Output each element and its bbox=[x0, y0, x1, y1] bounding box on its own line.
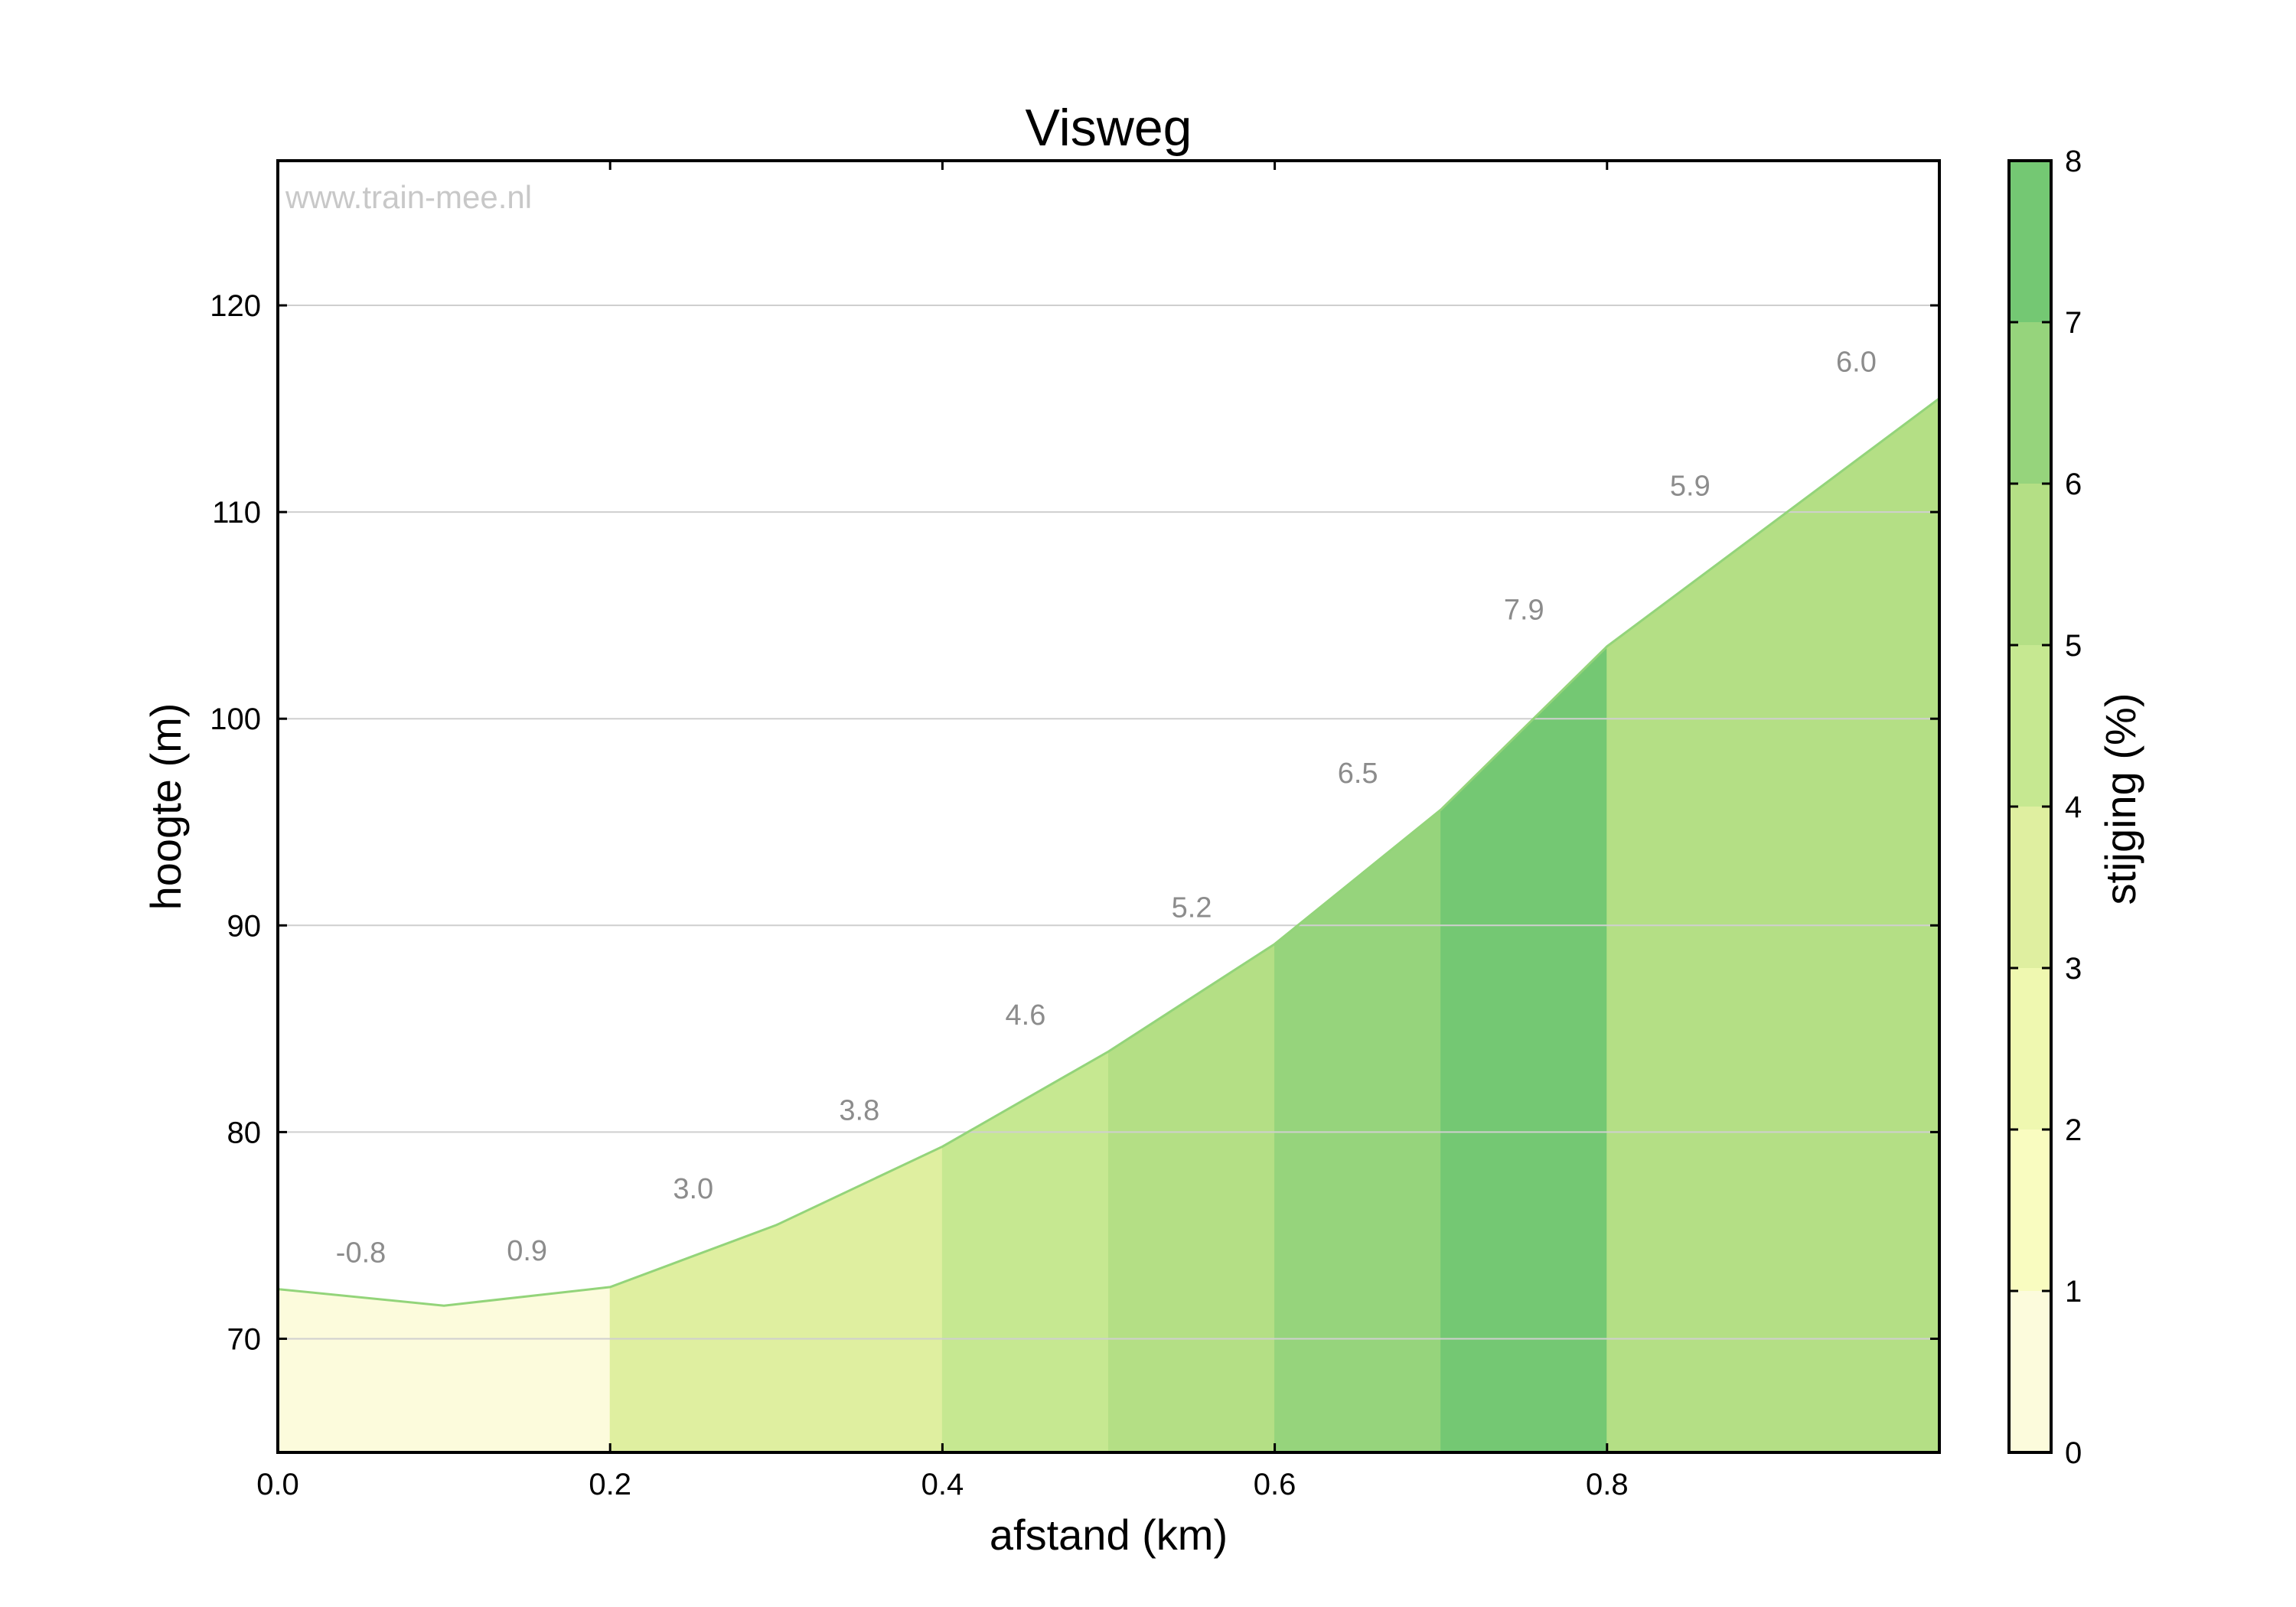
colorbar-tick-label: 3 bbox=[2065, 952, 2082, 986]
x-tick-label: 0.0 bbox=[256, 1468, 299, 1501]
x-tick-label: 0.6 bbox=[1254, 1468, 1296, 1501]
grade-fill-bands bbox=[277, 397, 1940, 1453]
grade-label: 5.9 bbox=[1670, 471, 1711, 503]
colorbar-swatch bbox=[2009, 161, 2051, 322]
grade-band bbox=[1440, 645, 1608, 1453]
colorbar-tick-label: 5 bbox=[2065, 629, 2082, 663]
x-tick-label: 0.8 bbox=[1586, 1468, 1629, 1501]
plot-frame bbox=[276, 159, 1941, 1454]
chart-title: Visweg bbox=[1026, 99, 1192, 157]
colorbar-swatch bbox=[2009, 645, 2051, 807]
colorbar-swatch bbox=[2009, 322, 2051, 484]
colorbar-swatch bbox=[2009, 807, 2051, 968]
elevation-profile bbox=[277, 397, 1940, 1307]
grade-label: 5.2 bbox=[1172, 892, 1212, 924]
y-tick-label: 70 bbox=[227, 1322, 262, 1356]
grade-labels: -0.8 0.9 3.0 3.8 4.6 5.2 6.5 7.9 5.9 6.0 bbox=[336, 347, 1877, 1270]
colorbar-swatch bbox=[2009, 1291, 2051, 1452]
y-tick-label: 100 bbox=[210, 702, 261, 736]
colorbar-swatch bbox=[2009, 484, 2051, 645]
colorbar-tick-label: 7 bbox=[2065, 306, 2082, 340]
grade-label: 3.0 bbox=[673, 1173, 713, 1205]
grade-label: 6.0 bbox=[1836, 347, 1877, 379]
y-axis-ticks: 70 80 90 100 110 120 bbox=[210, 289, 1939, 1356]
grade-label: 3.8 bbox=[839, 1094, 879, 1126]
grade-label: 7.9 bbox=[1504, 595, 1544, 627]
colorbar-swatch bbox=[2009, 968, 2051, 1129]
colorbar-label: stijging (%) bbox=[2096, 693, 2144, 905]
grade-band bbox=[277, 1286, 611, 1453]
grade-label: 0.9 bbox=[507, 1235, 547, 1267]
x-axis-ticks: 0.0 0.2 0.4 0.6 0.8 bbox=[256, 161, 1629, 1501]
x-axis-label: afstand (km) bbox=[990, 1511, 1228, 1559]
grade-band bbox=[609, 1146, 943, 1453]
colorbar-tick-label: 0 bbox=[2065, 1436, 2082, 1470]
watermark-text: www.train-mee.nl bbox=[285, 179, 532, 215]
y-tick-label: 80 bbox=[227, 1116, 262, 1149]
grade-band bbox=[941, 1051, 1109, 1453]
grade-label: 6.5 bbox=[1338, 758, 1378, 790]
grade-band bbox=[1108, 943, 1276, 1453]
colorbar-tick-label: 8 bbox=[2065, 145, 2082, 178]
x-tick-label: 0.2 bbox=[589, 1468, 631, 1501]
grid-lines bbox=[278, 305, 1939, 1340]
x-tick-label: 0.4 bbox=[921, 1468, 964, 1501]
grade-label: 4.6 bbox=[1006, 999, 1046, 1032]
colorbar-tick-label: 2 bbox=[2065, 1113, 2082, 1147]
y-tick-label: 110 bbox=[212, 496, 261, 530]
colorbar-tick-label: 4 bbox=[2065, 790, 2082, 824]
profile-line bbox=[277, 397, 1940, 1307]
grade-band bbox=[1274, 809, 1442, 1453]
colorbar-swatch bbox=[2009, 1129, 2051, 1291]
colorbar: 0 1 2 3 4 5 6 7 8 bbox=[2007, 145, 2082, 1470]
y-tick-label: 120 bbox=[210, 289, 261, 323]
colorbar-tick-label: 6 bbox=[2065, 468, 2082, 501]
y-axis-label: hoogte (m) bbox=[142, 703, 190, 911]
y-tick-label: 90 bbox=[227, 909, 262, 943]
colorbar-tick-label: 1 bbox=[2065, 1275, 2082, 1309]
grade-label: -0.8 bbox=[336, 1237, 386, 1270]
